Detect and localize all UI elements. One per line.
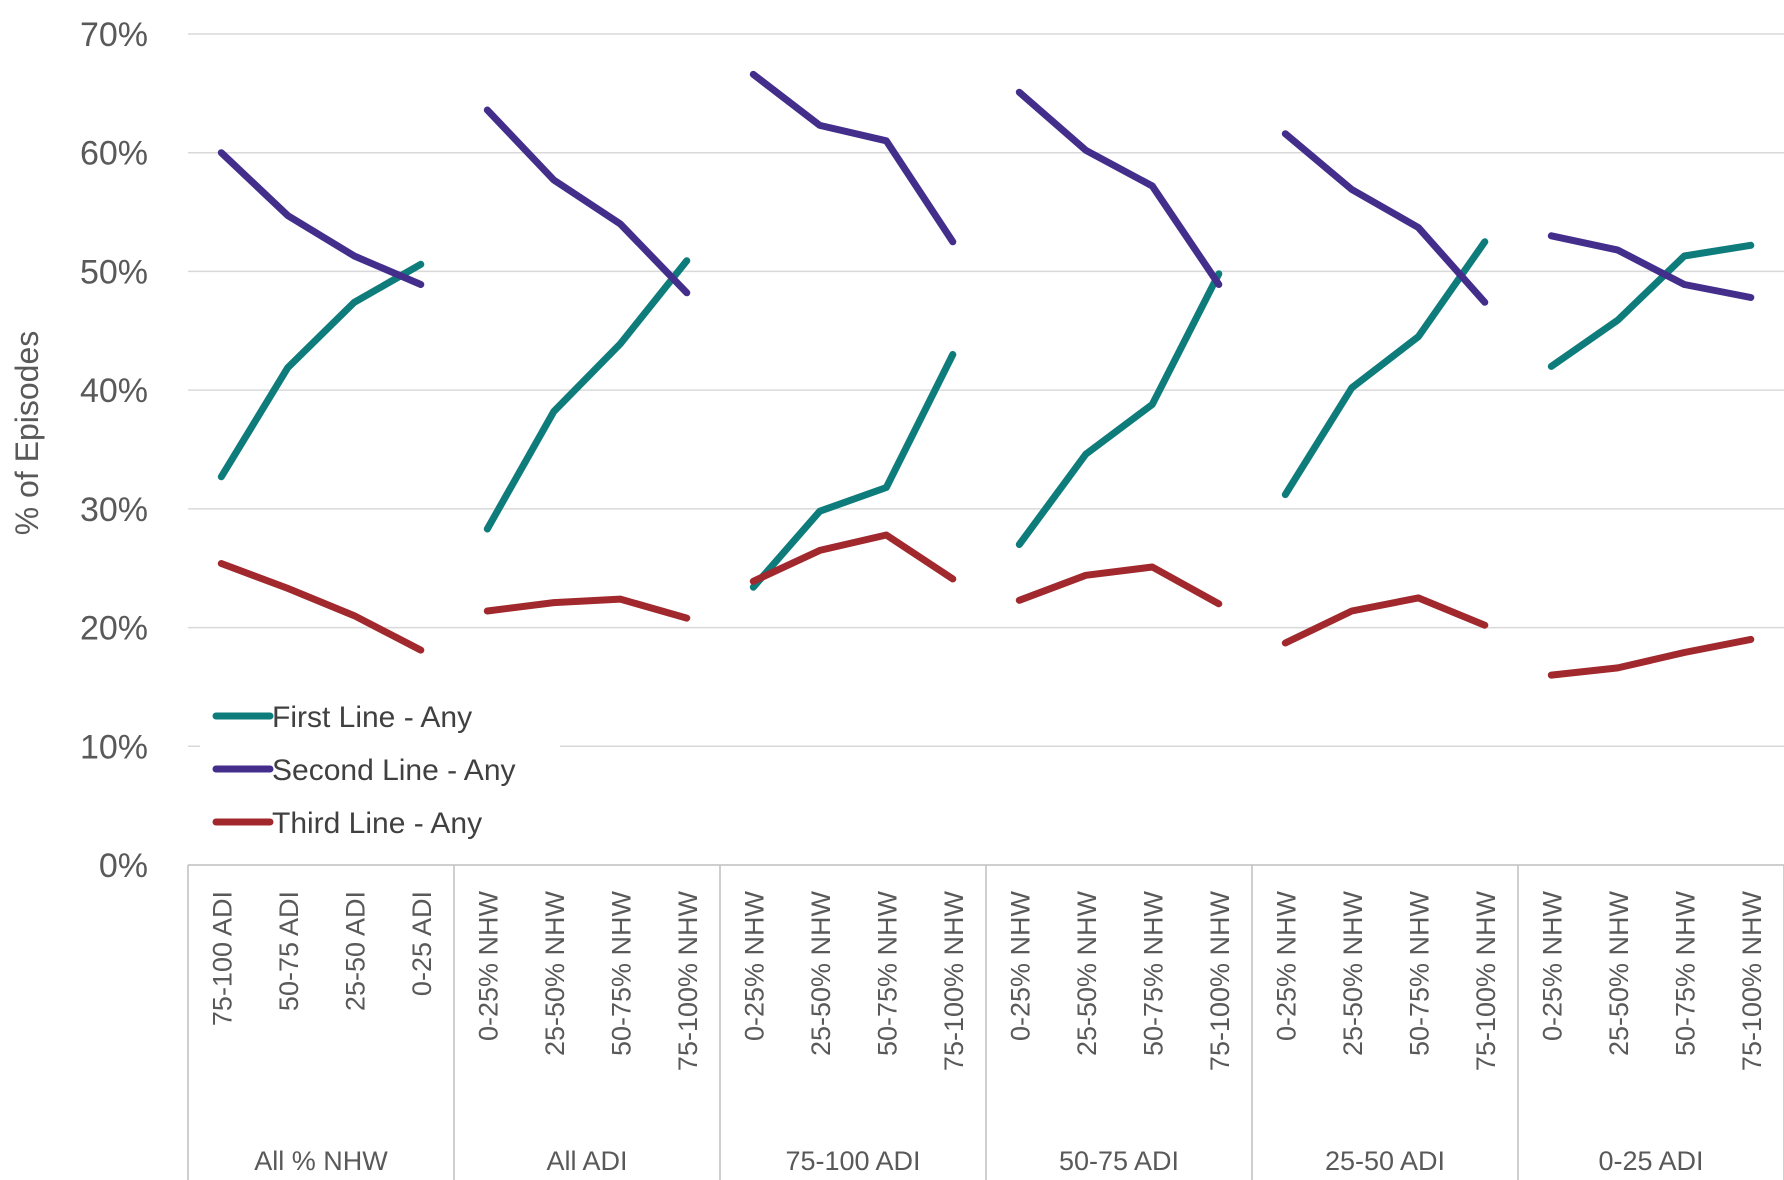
series-line xyxy=(1547,635,1755,679)
y-tick-label: 40% xyxy=(80,372,148,410)
y-axis-ticks: 0% 10% 20% 30% 40% 50% 60% 70% xyxy=(80,16,148,885)
series-line xyxy=(1015,88,1223,288)
group-label: 25-50 ADI xyxy=(1325,1146,1445,1176)
x-tick-label: 25-50 ADI xyxy=(340,891,370,1011)
legend-entry: First Line - Any xyxy=(272,701,472,734)
y-tick-label: 60% xyxy=(80,135,148,173)
x-tick-label: 75-100% NHW xyxy=(1471,890,1501,1071)
group-label: All % NHW xyxy=(254,1146,388,1176)
y-tick-label: 50% xyxy=(80,253,148,291)
series-line xyxy=(1547,232,1755,301)
y-tick-label: 10% xyxy=(80,728,148,766)
group-label: All ADI xyxy=(546,1146,627,1176)
series-line xyxy=(1015,563,1223,608)
group-label: 50-75 ADI xyxy=(1059,1146,1179,1176)
series-line xyxy=(749,351,957,591)
x-tick-label: 50-75% NHW xyxy=(872,890,902,1056)
series-line xyxy=(1281,594,1489,647)
x-tick-label: 0-25% NHW xyxy=(1271,890,1301,1041)
x-tick-label: 25-50% NHW xyxy=(1604,890,1634,1056)
legend-entry: Second Line - Any xyxy=(272,754,516,787)
x-tick-label: 75-100% NHW xyxy=(1737,890,1767,1071)
series-line xyxy=(1281,130,1489,306)
y-tick-label: 70% xyxy=(80,16,148,54)
series-line xyxy=(1015,270,1223,548)
series-line xyxy=(217,260,425,481)
series-line xyxy=(1281,238,1489,499)
group-label: 0-25 ADI xyxy=(1598,1146,1703,1176)
x-tick-label: 50-75% NHW xyxy=(606,890,636,1056)
series-line xyxy=(749,70,957,246)
series-line xyxy=(217,560,425,654)
group-label: 75-100 ADI xyxy=(785,1146,920,1176)
x-tick-label: 0-25 ADI xyxy=(407,891,437,996)
series-line xyxy=(217,149,425,288)
series-line xyxy=(483,106,691,297)
series-line xyxy=(1547,241,1755,370)
x-tick-label: 0-25% NHW xyxy=(739,890,769,1041)
series-line xyxy=(483,595,691,622)
series-line xyxy=(483,257,691,533)
series-lines xyxy=(217,70,1755,679)
legend: First Line - Any Second Line - Any Third L… xyxy=(200,688,560,853)
x-tick-label: 25-50% NHW xyxy=(1072,890,1102,1056)
x-tick-label: 50-75% NHW xyxy=(1404,890,1434,1056)
x-tick-label: 75-100 ADI xyxy=(207,891,237,1026)
y-tick-label: 0% xyxy=(99,847,148,885)
series-line xyxy=(749,531,957,585)
gridlines xyxy=(188,33,1784,748)
x-tick-label: 50-75% NHW xyxy=(1670,890,1700,1056)
x-tick-label: 50-75 ADI xyxy=(274,891,304,1011)
x-tick-label: 0-25% NHW xyxy=(473,890,503,1041)
x-tick-label: 0-25% NHW xyxy=(1537,890,1567,1041)
x-tick-label: 25-50% NHW xyxy=(806,890,836,1056)
x-tick-label: 75-100% NHW xyxy=(1205,890,1235,1071)
x-axis: 75-100 ADI 50-75 ADI 25-50 ADI 0-25 ADI All … xyxy=(187,864,1784,1180)
y-tick-label: 20% xyxy=(80,610,148,648)
x-tick-label: 25-50% NHW xyxy=(540,890,570,1056)
x-tick-label: 50-75% NHW xyxy=(1138,890,1168,1056)
x-tick-label: 75-100% NHW xyxy=(673,890,703,1071)
x-tick-label: 25-50% NHW xyxy=(1338,890,1368,1056)
y-axis-label: % of Episodes xyxy=(9,331,45,536)
x-tick-label: 75-100% NHW xyxy=(939,890,969,1071)
legend-entry: Third Line - Any xyxy=(272,807,482,840)
x-tick-label: 0-25% NHW xyxy=(1005,890,1035,1041)
y-tick-label: 30% xyxy=(80,491,148,529)
